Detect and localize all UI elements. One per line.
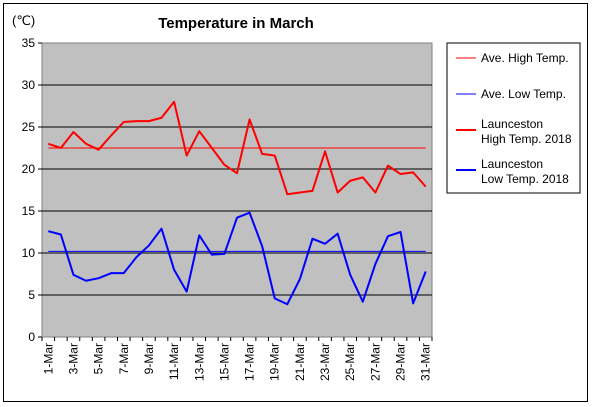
y-tick-label: 15 bbox=[22, 204, 36, 218]
gridlines bbox=[42, 84, 432, 296]
legend-label-line: Launceston bbox=[481, 117, 543, 131]
x-tick-label: 21-Mar bbox=[293, 343, 307, 381]
x-tick-label: 27-Mar bbox=[368, 343, 382, 381]
y-tick-label: 10 bbox=[22, 246, 36, 260]
legend-entry: Ave. Low Temp. bbox=[456, 87, 566, 101]
x-tick-label: 5-Mar bbox=[92, 343, 106, 374]
x-tick-label: 31-Mar bbox=[419, 343, 433, 381]
x-tick-label: 1-Mar bbox=[41, 343, 55, 374]
legend bbox=[446, 42, 581, 194]
x-tick-label: 7-Mar bbox=[117, 343, 131, 374]
legend-label-line: Launceston bbox=[481, 157, 543, 171]
x-axis-ticks: 1-Mar 3-Mar 5-Mar 7-Mar 9-Mar 11-Mar 13-Mar 15-… bbox=[41, 337, 433, 381]
legend-label-line: Low Temp. 2018 bbox=[481, 172, 569, 186]
x-tick-label: 3-Mar bbox=[66, 343, 80, 374]
legend-label: Ave. High Temp. bbox=[481, 51, 569, 65]
x-tick-label: 25-Mar bbox=[343, 343, 357, 381]
y-unit-label: (℃) bbox=[12, 13, 35, 28]
x-tick-label: 11-Mar bbox=[167, 343, 181, 380]
x-tick-label: 13-Mar bbox=[192, 343, 206, 381]
y-tick-label: 35 bbox=[22, 36, 36, 50]
legend-label-line: High Temp. 2018 bbox=[481, 132, 572, 146]
x-tick-label: 23-Mar bbox=[318, 343, 332, 381]
x-tick-label: 9-Mar bbox=[142, 343, 156, 374]
series-line bbox=[48, 211, 427, 306]
y-tick-label: 20 bbox=[22, 162, 36, 176]
y-tick-label: 25 bbox=[22, 120, 36, 134]
y-tick-label: 5 bbox=[28, 288, 35, 302]
y-tick-label: 30 bbox=[22, 78, 36, 92]
legend-entries: Ave. High Temp.Ave. Low Temp.LauncestonH… bbox=[456, 51, 572, 186]
legend-entry: Ave. High Temp. bbox=[456, 51, 569, 65]
y-tick-label: 0 bbox=[28, 330, 35, 344]
chart-title: Temperature in March bbox=[158, 15, 314, 32]
legend-label: Ave. Low Temp. bbox=[481, 87, 566, 101]
x-tick-label: 29-Mar bbox=[394, 343, 408, 381]
x-tick-label: 15-Mar bbox=[217, 343, 231, 381]
x-tick-label: 19-Mar bbox=[268, 343, 282, 381]
series-lines bbox=[47, 100, 427, 306]
series-line bbox=[47, 100, 427, 196]
y-axis-ticks: 0 5 10 15 20 25 30 35 bbox=[22, 36, 42, 344]
x-tick-label: 17-Mar bbox=[243, 343, 257, 381]
